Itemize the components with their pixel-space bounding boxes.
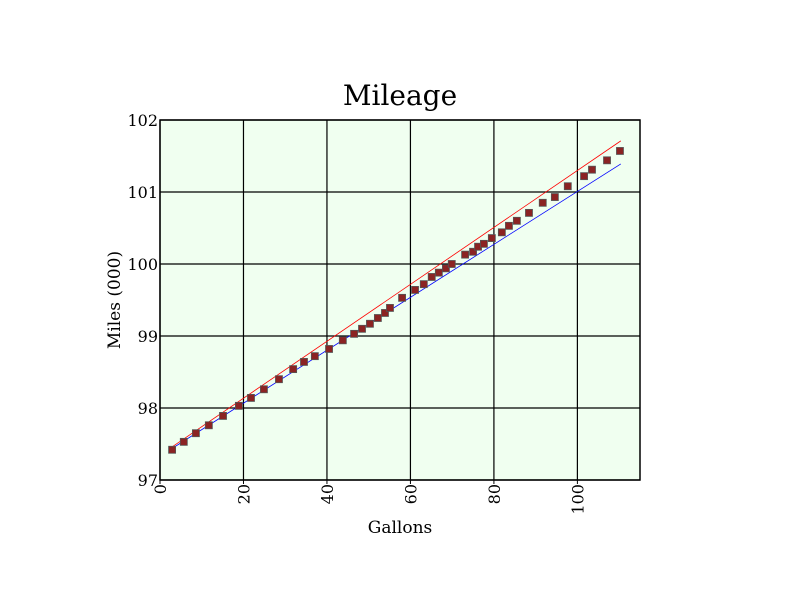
data-point bbox=[497, 228, 506, 237]
y-tick-label: 101 bbox=[127, 183, 158, 202]
x-tick-label: 100 bbox=[568, 484, 587, 515]
data-point bbox=[386, 304, 394, 312]
data-point bbox=[358, 324, 366, 333]
data-point bbox=[563, 182, 572, 191]
data-point bbox=[373, 314, 382, 322]
x-tick-label: 40 bbox=[318, 484, 337, 504]
data-point bbox=[447, 260, 456, 268]
y-tick-label: 99 bbox=[138, 327, 158, 346]
fit-lines bbox=[169, 140, 622, 451]
data-point bbox=[419, 280, 428, 289]
data-point bbox=[616, 147, 624, 155]
data-point bbox=[603, 156, 611, 165]
data-point bbox=[434, 268, 443, 277]
fit-line bbox=[169, 140, 622, 449]
data-point bbox=[289, 365, 298, 374]
data-point bbox=[366, 319, 374, 328]
data-point bbox=[580, 172, 588, 181]
data-point bbox=[168, 445, 177, 454]
plot-frame bbox=[159, 119, 641, 481]
data-point bbox=[350, 329, 358, 338]
x-tick-label: 20 bbox=[234, 484, 253, 504]
data-point bbox=[338, 336, 347, 345]
data-points bbox=[168, 147, 624, 454]
data-point bbox=[300, 358, 308, 366]
y-ticks: 97 98 99 100 101 102 bbox=[127, 111, 158, 490]
data-point bbox=[275, 375, 283, 384]
chart-title: Mileage bbox=[343, 79, 457, 112]
y-axis-label: Miles (000) bbox=[105, 251, 125, 349]
data-point bbox=[179, 437, 188, 446]
x-tick-label: 60 bbox=[401, 484, 420, 504]
data-point bbox=[381, 309, 389, 317]
data-point bbox=[487, 234, 496, 242]
data-point bbox=[260, 385, 268, 394]
x-axis-label: Gallons bbox=[368, 518, 433, 538]
y-tick-label: 102 bbox=[127, 111, 158, 130]
data-point bbox=[398, 293, 406, 302]
x-ticks: 0 20 40 60 80 100 bbox=[151, 480, 587, 515]
data-point bbox=[469, 247, 477, 256]
y-tick-label: 97 bbox=[138, 471, 158, 490]
data-point bbox=[234, 401, 243, 410]
data-point bbox=[427, 273, 436, 281]
y-tick-label: 100 bbox=[127, 255, 158, 274]
data-point bbox=[550, 193, 559, 201]
x-tick-label: 80 bbox=[485, 484, 504, 504]
data-point bbox=[505, 221, 513, 230]
data-point bbox=[247, 394, 255, 402]
data-point bbox=[310, 352, 319, 361]
data-point bbox=[325, 345, 333, 353]
data-point bbox=[525, 208, 533, 217]
fit-line bbox=[169, 163, 622, 451]
y-tick-label: 98 bbox=[138, 399, 158, 418]
x-tick-label: 0 bbox=[151, 484, 170, 494]
data-point bbox=[461, 250, 470, 259]
data-point bbox=[442, 264, 450, 273]
data-point bbox=[538, 198, 547, 207]
data-point bbox=[512, 216, 521, 225]
data-point bbox=[588, 165, 596, 174]
data-point bbox=[411, 286, 419, 294]
data-point bbox=[191, 429, 200, 438]
data-point bbox=[219, 412, 227, 420]
data-point bbox=[204, 421, 213, 430]
data-point bbox=[479, 239, 488, 248]
